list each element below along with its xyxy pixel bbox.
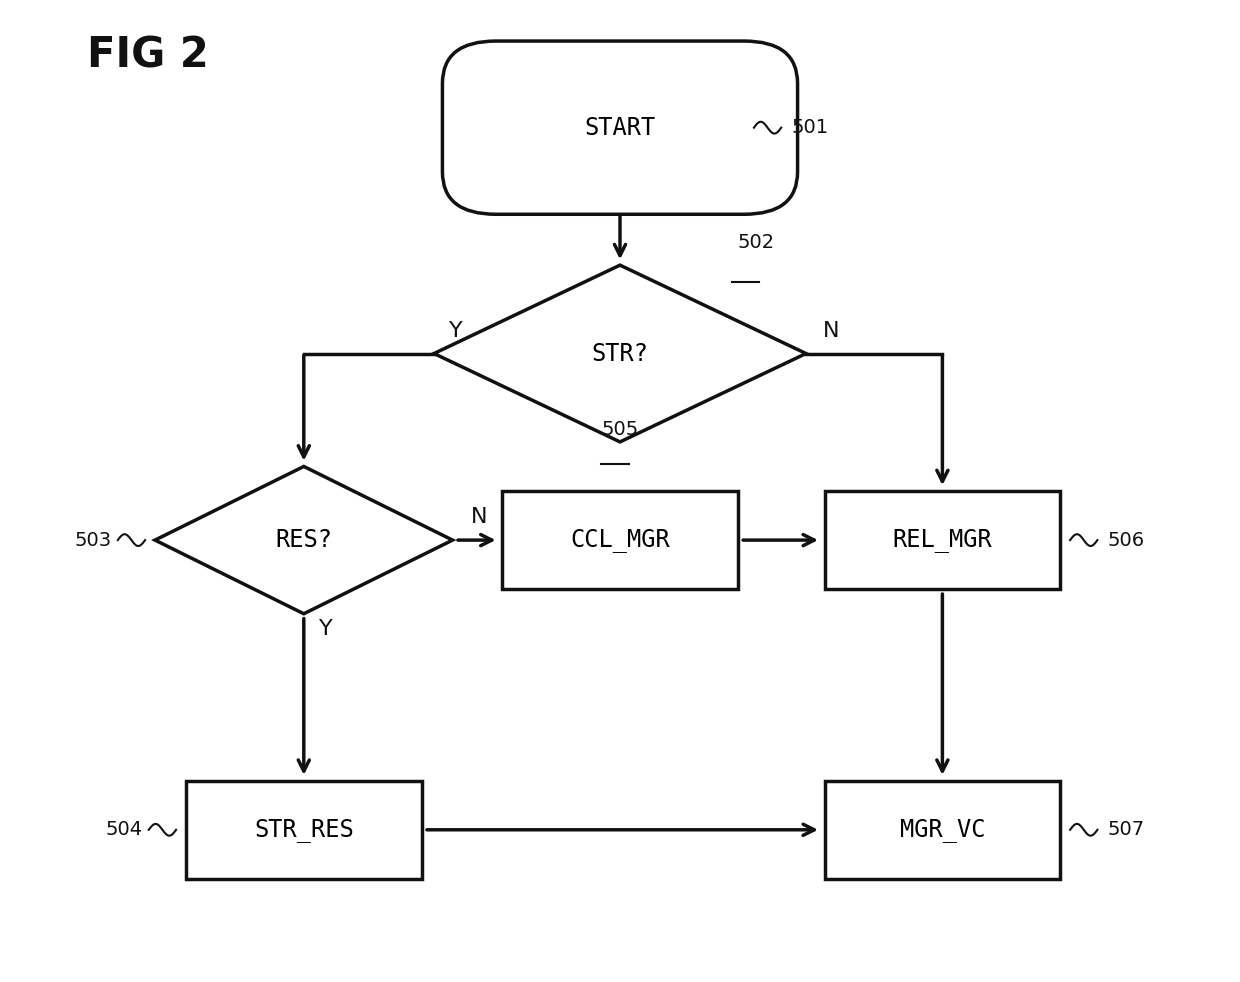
Text: REL_MGR: REL_MGR	[893, 528, 992, 552]
Text: 507: 507	[1107, 820, 1145, 840]
FancyBboxPatch shape	[443, 41, 797, 214]
Polygon shape	[434, 265, 806, 442]
Text: 503: 503	[74, 530, 112, 550]
Text: 502: 502	[738, 234, 775, 252]
Text: RES?: RES?	[275, 528, 332, 552]
Text: 504: 504	[105, 820, 143, 840]
Text: N: N	[471, 508, 487, 527]
Text: CCL_MGR: CCL_MGR	[570, 528, 670, 552]
Text: 501: 501	[791, 118, 828, 137]
Text: FIG 2: FIG 2	[87, 34, 208, 77]
Text: START: START	[584, 116, 656, 139]
Bar	[502, 491, 738, 589]
Text: STR?: STR?	[591, 342, 649, 365]
Text: STR_RES: STR_RES	[254, 818, 353, 842]
Bar	[825, 781, 1060, 879]
Text: Y: Y	[449, 321, 464, 341]
Bar	[186, 781, 422, 879]
Text: MGR_VC: MGR_VC	[900, 818, 985, 842]
Text: 506: 506	[1107, 530, 1145, 550]
Text: 505: 505	[601, 420, 639, 439]
Text: Y: Y	[319, 619, 332, 638]
Polygon shape	[155, 466, 453, 614]
Bar	[825, 491, 1060, 589]
Text: N: N	[822, 321, 839, 341]
